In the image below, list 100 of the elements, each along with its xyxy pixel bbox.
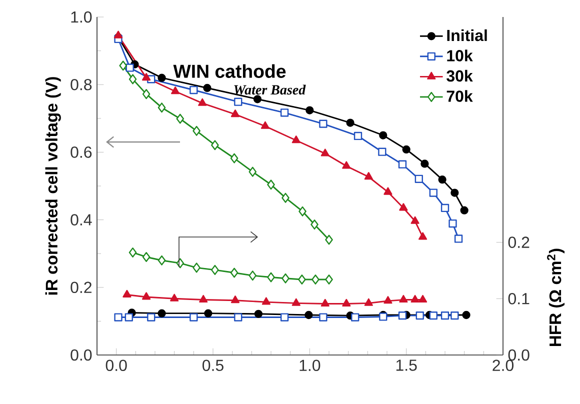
- point: [282, 273, 290, 284]
- point: [190, 313, 198, 322]
- point: [119, 60, 128, 71]
- point: [298, 274, 306, 285]
- y2-tick-label: 0.2: [508, 236, 530, 248]
- point: [262, 297, 270, 305]
- point: [398, 160, 407, 168]
- point: [248, 166, 257, 177]
- x-tick-label: 0.5: [202, 360, 224, 372]
- point: [211, 140, 219, 150]
- y2-tick-label: 0.0: [508, 349, 530, 361]
- y-tick-label: 0.0: [70, 349, 92, 361]
- point: [418, 294, 428, 303]
- point: [199, 294, 208, 303]
- x-tick-label: 0.0: [106, 360, 127, 372]
- point: [351, 313, 360, 322]
- point: [142, 89, 150, 100]
- point: [192, 126, 200, 136]
- point: [282, 192, 290, 203]
- point: [260, 121, 270, 129]
- point: [364, 172, 373, 180]
- point: [267, 272, 275, 282]
- annotation: Water Based: [234, 84, 306, 95]
- point: [354, 132, 362, 140]
- y-tick-label: 1.0: [71, 11, 92, 23]
- point: [128, 247, 137, 258]
- point: [454, 234, 463, 243]
- point: [142, 252, 150, 262]
- point: [312, 274, 320, 285]
- point: [319, 313, 328, 322]
- point: [342, 298, 351, 306]
- point: [176, 114, 184, 124]
- point: [267, 180, 275, 190]
- y2-tick-label: 0.1: [508, 293, 530, 304]
- point: [450, 188, 459, 197]
- point: [420, 160, 429, 168]
- y2-axis-title: HFR (Ω cm$^{2}$): [547, 248, 564, 346]
- x-tick-label: 2.0: [492, 360, 514, 372]
- point: [170, 294, 179, 302]
- point: [192, 262, 200, 273]
- point: [460, 206, 468, 214]
- point: [416, 312, 424, 320]
- point: [384, 296, 392, 304]
- point: [248, 270, 257, 281]
- point: [128, 74, 137, 84]
- point: [462, 310, 470, 320]
- point: [211, 264, 219, 275]
- point: [448, 219, 457, 228]
- point: [325, 234, 333, 245]
- point: [126, 64, 134, 72]
- point: [142, 72, 151, 81]
- legend-label: Initial: [447, 29, 487, 42]
- point: [114, 313, 122, 322]
- legend-label: 30k: [446, 70, 473, 82]
- point: [325, 274, 333, 285]
- point: [440, 312, 450, 320]
- point: [304, 310, 313, 320]
- point: [378, 148, 386, 156]
- point: [280, 108, 289, 117]
- point: [230, 109, 240, 118]
- point: [234, 313, 242, 322]
- y-tick-label: 0.2: [70, 282, 92, 294]
- point: [310, 220, 318, 230]
- point: [399, 294, 408, 303]
- point: [280, 313, 289, 322]
- point: [230, 268, 238, 278]
- y-tick-label: 0.8: [70, 78, 92, 90]
- point: [364, 298, 373, 306]
- point: [203, 84, 212, 92]
- point: [171, 86, 180, 94]
- point: [418, 232, 428, 240]
- point: [142, 292, 151, 300]
- point: [204, 309, 212, 318]
- legend-label: 10k: [447, 50, 473, 62]
- point: [410, 216, 420, 224]
- point: [379, 131, 388, 140]
- point: [190, 86, 198, 94]
- point: [346, 118, 354, 127]
- y-tick-label: 0.6: [70, 146, 92, 158]
- point: [198, 98, 207, 106]
- point: [254, 310, 263, 318]
- point: [414, 174, 423, 183]
- point: [158, 309, 166, 318]
- point: [429, 312, 438, 320]
- point: [292, 136, 300, 144]
- point: [410, 294, 420, 303]
- y-tick-label: 0.4: [70, 214, 92, 226]
- point: [320, 298, 330, 306]
- point: [320, 148, 330, 156]
- point: [440, 204, 450, 212]
- point: [438, 176, 446, 184]
- point: [253, 95, 262, 104]
- point: [306, 106, 314, 114]
- point: [398, 312, 407, 320]
- point: [342, 161, 351, 169]
- x-tick-label: 1.0: [300, 360, 320, 372]
- point: [230, 153, 238, 164]
- point: [114, 30, 123, 38]
- x-tick-label: 1.5: [396, 360, 417, 371]
- point: [450, 312, 459, 320]
